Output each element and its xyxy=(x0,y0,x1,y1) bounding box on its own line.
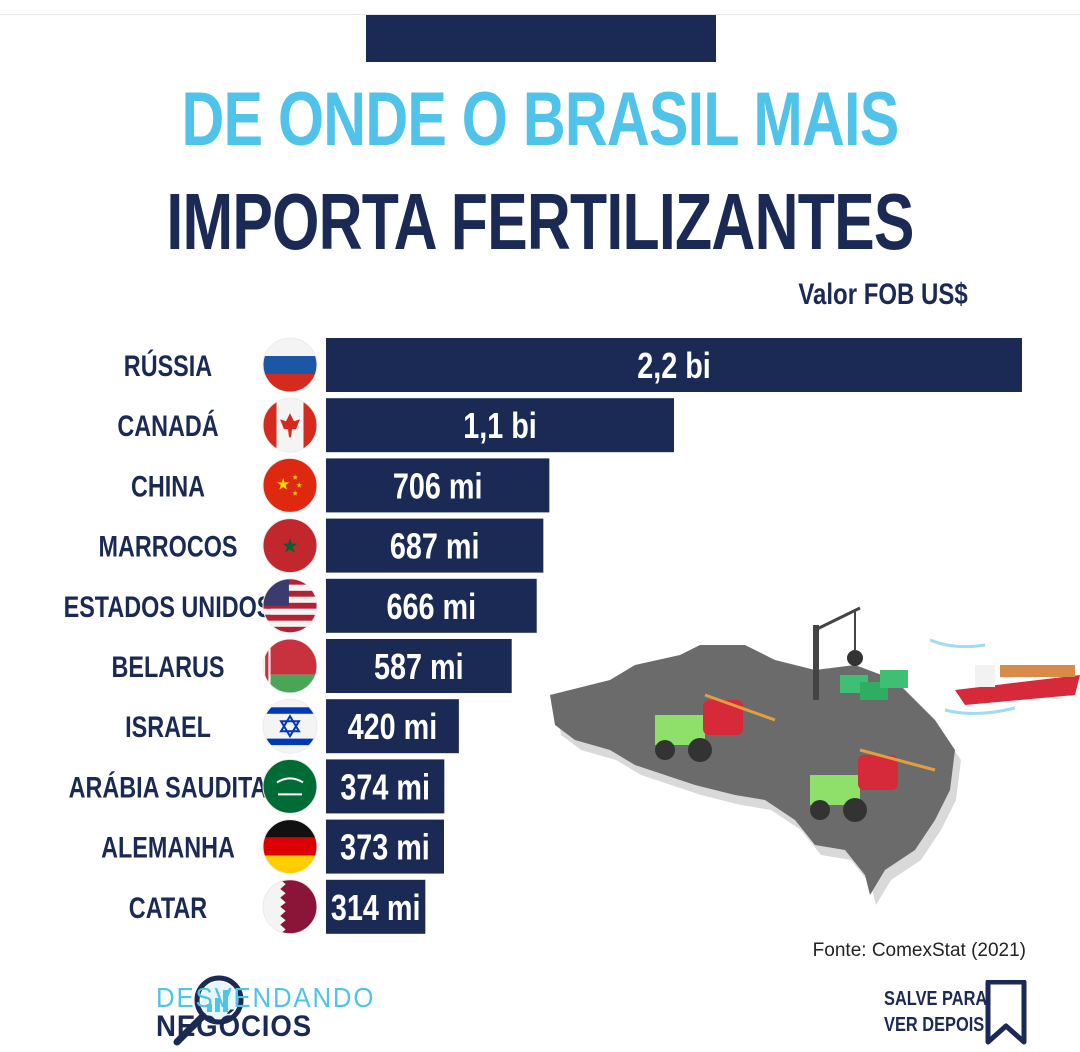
brazil-map-illustration xyxy=(550,606,1080,905)
israel-flag-icon xyxy=(262,698,318,754)
category-label: ESTADOS UNIDOS xyxy=(64,590,273,623)
category-label: ISRAEL xyxy=(125,710,211,743)
category-label: CATAR xyxy=(129,891,207,924)
category-label: RÚSSIA xyxy=(124,348,212,383)
chart-row: ARÁBIA SAUDITA 374 mi xyxy=(69,758,445,814)
chart-row: CHINA ★ ★★★ 706 mi xyxy=(131,457,550,513)
germany-flag-icon xyxy=(262,819,318,875)
bar xyxy=(326,639,512,693)
category-label: ALEMANHA xyxy=(101,831,235,864)
source-note: Fonte: ComexStat (2021) xyxy=(812,940,1026,961)
morocco-flag-icon: ★ xyxy=(262,518,318,574)
bar xyxy=(326,819,445,874)
bar xyxy=(326,759,445,814)
svg-text:★: ★ xyxy=(292,489,298,497)
canada-flag-icon xyxy=(262,397,318,453)
title-line-2: IMPORTA FERTILIZANTES xyxy=(166,177,914,266)
bar xyxy=(326,699,459,754)
value-label: 1,1 bi xyxy=(463,405,537,446)
qatar-flag-icon xyxy=(262,879,318,935)
chart-row: RÚSSIA 2,2 bi xyxy=(124,337,1022,393)
category-label: ARÁBIA SAUDITA xyxy=(69,770,268,805)
chart-row: MARROCOS ★ 687 mi xyxy=(98,518,544,574)
bookmark-icon xyxy=(985,980,1027,1045)
usa-flag-icon xyxy=(262,578,318,634)
value-label: 666 mi xyxy=(387,586,477,627)
value-label: 420 mi xyxy=(348,706,438,747)
tractor-icon xyxy=(655,693,776,762)
unit-label: Valor FOB US$ xyxy=(798,278,968,311)
svg-text:★: ★ xyxy=(296,481,302,489)
chart-row: ESTADOS UNIDOS 666 mi xyxy=(64,578,537,634)
svg-text:★: ★ xyxy=(292,473,298,481)
tractor-icon xyxy=(810,748,936,822)
save-line-1: SALVE PARA xyxy=(884,988,988,1010)
ship-icon xyxy=(929,638,1080,716)
bar xyxy=(326,518,544,573)
top-divider xyxy=(0,14,1080,15)
belarus-flag-icon xyxy=(262,638,318,694)
category-label: MARROCOS xyxy=(98,530,237,563)
save-line-2: VER DEPOIS xyxy=(884,1014,985,1036)
bar xyxy=(326,458,550,513)
svg-text:★: ★ xyxy=(281,534,299,558)
bar xyxy=(326,879,426,934)
value-label: 587 mi xyxy=(374,646,464,687)
chart-row: CATAR 314 mi xyxy=(129,879,426,935)
containers-icon xyxy=(840,670,908,700)
value-label: 2,2 bi xyxy=(637,345,711,386)
crane-icon xyxy=(813,606,863,700)
value-label: 314 mi xyxy=(331,887,421,928)
category-label: CANADÁ xyxy=(117,408,218,443)
category-label: CHINA xyxy=(131,470,205,503)
magnifier-logo-icon xyxy=(173,975,244,1046)
chart-row: CANADÁ 1,1 bi xyxy=(117,397,674,453)
chart-row: ISRAEL 420 mi xyxy=(125,698,459,754)
chart-row: ALEMANHA 373 mi xyxy=(101,819,445,875)
brand-name-bottom: NEGÓCIOS xyxy=(156,1010,313,1043)
title-line-1: DE ONDE O BRASIL MAIS xyxy=(181,77,899,162)
value-label: 373 mi xyxy=(340,826,430,867)
brand-name-top: DESVENDANDO xyxy=(156,982,376,1013)
header-bar xyxy=(366,15,716,62)
category-label: BELARUS xyxy=(111,650,224,683)
value-label: 687 mi xyxy=(390,525,480,566)
saudi-arabia-flag-icon xyxy=(262,758,318,814)
save-for-later-text: SALVE PARA VER DEPOIS xyxy=(884,986,987,1038)
russia-flag-icon xyxy=(262,337,318,393)
value-label: 706 mi xyxy=(393,465,483,506)
bar xyxy=(326,338,1022,392)
china-flag-icon: ★ ★★★ xyxy=(262,457,318,513)
bar xyxy=(326,578,537,633)
svg-text:★: ★ xyxy=(276,474,290,493)
bar xyxy=(326,398,674,453)
chart-row: BELARUS 587 mi xyxy=(111,638,512,694)
value-label: 374 mi xyxy=(340,766,430,807)
